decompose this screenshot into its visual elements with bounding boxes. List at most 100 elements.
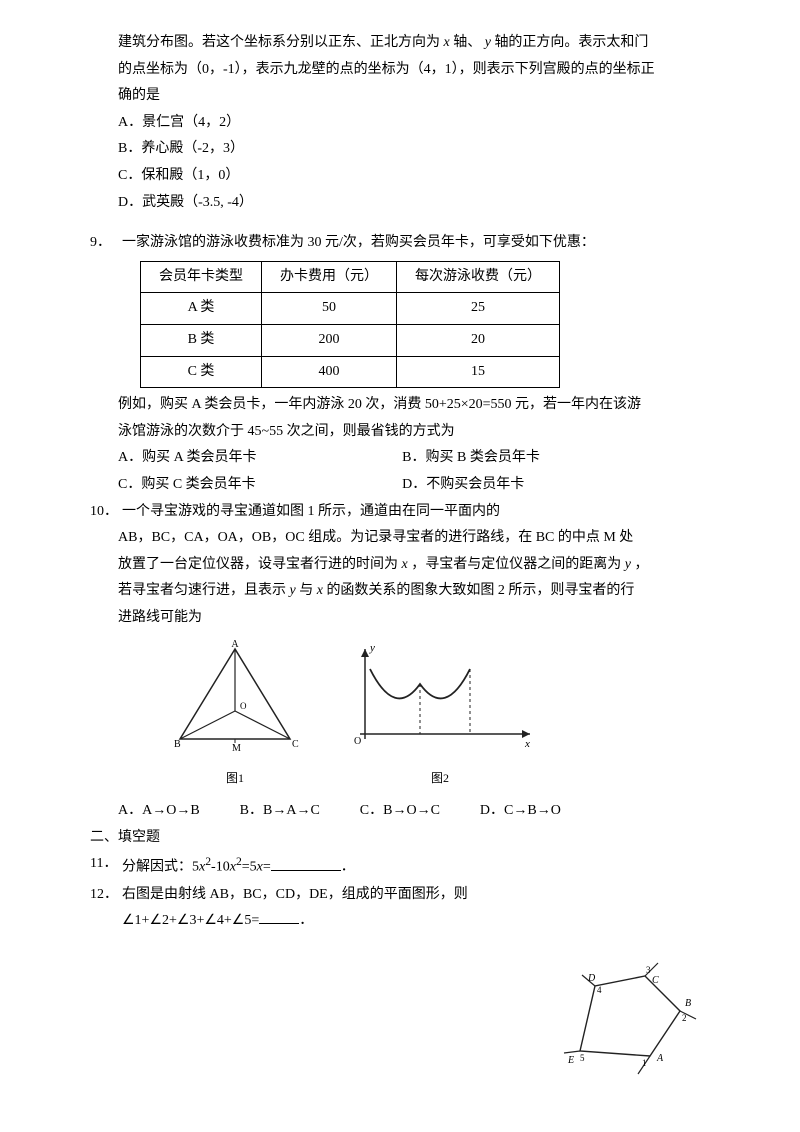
q12: 12． 右图是由射线 AB，BC，CD，DE，组成的平面图形，则 ∠1+∠2+∠… <box>90 882 710 935</box>
section-2-heading: 二、填空题 <box>90 825 710 852</box>
lbl-1: 1 <box>642 1058 647 1068</box>
cell: 50 <box>262 293 397 325</box>
dot: ． <box>299 913 313 928</box>
t: ，寻宝者与定位仪器之间的距离为 <box>411 557 621 572</box>
t: = <box>263 860 271 875</box>
t: 若寻宝者匀速行进，且表示 <box>118 583 286 598</box>
q11-body: 分解因式：5x2-10x2=5x=． <box>122 851 710 881</box>
lbl-3: 3 <box>646 965 651 975</box>
q12-l1: 右图是由射线 AB，BC，CD，DE，组成的平面图形，则 <box>122 882 710 909</box>
table-row: C 类 400 15 <box>141 356 560 388</box>
lbl-y: y <box>369 642 375 654</box>
figure-2: y x O 图2 <box>340 639 540 790</box>
q9-opts-row2: C．购买 C 类会员年卡 D．不购买会员年卡 <box>90 472 710 499</box>
t: 分解因式：5 <box>122 860 199 875</box>
var-x: x <box>402 557 408 572</box>
lbl-C: C <box>292 739 299 750</box>
q8-x: x <box>444 35 450 50</box>
q10-options: A．A→O→B B．B→A→C C．B→O→C D．C→B→O <box>90 798 710 825</box>
q12-l2: ∠1+∠2+∠3+∠4+∠5= ． <box>122 908 710 935</box>
triangle-diagram: A B C O M <box>160 639 310 759</box>
t: 的函数关系的图象大致如图 2 所示，则寻宝者的行 <box>326 583 634 598</box>
q9-num: 9． <box>90 230 122 257</box>
cell: C 类 <box>141 356 262 388</box>
graph-diagram: y x O <box>340 639 540 759</box>
q8-t2: 轴、 <box>453 35 481 50</box>
pentagon-diagram: A B C D E 1 2 3 4 5 <box>560 961 700 1081</box>
cell: 20 <box>397 324 560 356</box>
q8-t3: 轴的正方向。表示太和门 <box>494 35 648 50</box>
q9-note2: 泳馆游泳的次数介于 45~55 次之间，则最省钱的方式为 <box>90 419 710 446</box>
q10-l4: 若寻宝者匀速行进，且表示 y 与 x 的函数关系的图象大致如图 2 所示，则寻宝… <box>90 578 710 605</box>
lbl-B: B <box>685 998 691 1009</box>
lbl-2: 2 <box>682 1013 687 1023</box>
blank-input[interactable] <box>259 910 299 924</box>
q12-figure: A B C D E 1 2 3 4 5 <box>560 961 700 1092</box>
lbl-4: 4 <box>597 985 602 995</box>
q8-t1: 建筑分布图。若这个坐标系分别以正东、正北方向为 <box>118 35 440 50</box>
cell: 200 <box>262 324 397 356</box>
q10-figures: A B C O M 图1 y x O 图2 <box>90 639 710 790</box>
cell: 400 <box>262 356 397 388</box>
var-y: y <box>625 557 631 572</box>
q10-body: 一个寻宝游戏的寻宝通道如图 1 所示，通道由在同一平面内的 <box>122 499 710 526</box>
cell: 25 <box>397 293 560 325</box>
lbl-O: O <box>240 701 247 711</box>
dot: ． <box>341 860 355 875</box>
fig2-label: 图2 <box>340 767 540 790</box>
lbl-x: x <box>524 738 530 750</box>
lbl-A: A <box>231 639 239 650</box>
q11-num: 11． <box>90 851 122 881</box>
q8-y: y <box>485 35 491 50</box>
t: =5 <box>242 860 257 875</box>
figure-1: A B C O M 图1 <box>160 639 310 790</box>
q9-optC: C．购买 C 类会员年卡 <box>118 472 402 499</box>
q9-opts-row1: A．购买 A 类会员年卡 B．购买 B 类会员年卡 <box>90 445 710 472</box>
q8-line3: 确的是 <box>90 83 710 110</box>
t: 与 <box>299 583 313 598</box>
var-x: x <box>317 583 323 598</box>
t: ， <box>634 557 648 572</box>
var-y: y <box>290 583 296 598</box>
lbl-C: C <box>652 975 659 986</box>
th-fee: 办卡费用（元） <box>262 261 397 293</box>
th-swim: 每次游泳收费（元） <box>397 261 560 293</box>
q8-optC: C．保和殿（1，0） <box>90 163 710 190</box>
table-row: B 类 200 20 <box>141 324 560 356</box>
fig1-label: 图1 <box>160 767 310 790</box>
spacer <box>90 216 710 230</box>
q9-stem: 一家游泳馆的游泳收费标准为 30 元/次，若购买会员年卡，可享受如下优惠： <box>122 230 710 257</box>
q8-optD: D．武英殿（-3.5, -4） <box>90 190 710 217</box>
q8-optA: A．景仁宫（4，2） <box>90 110 710 137</box>
q10-stem: 一个寻宝游戏的寻宝通道如图 1 所示，通道由在同一平面内的 <box>122 499 710 526</box>
q10-optB: B．B→A→C <box>240 798 320 825</box>
q10: 10． 一个寻宝游戏的寻宝通道如图 1 所示，通道由在同一平面内的 <box>90 499 710 526</box>
q10-optD: D．C→B→O <box>480 798 561 825</box>
q9: 9． 一家游泳馆的游泳收费标准为 30 元/次，若购买会员年卡，可享受如下优惠： <box>90 230 710 257</box>
lbl-E: E <box>567 1055 574 1066</box>
lbl-5: 5 <box>580 1053 585 1063</box>
q12-num: 12． <box>90 882 122 935</box>
t: -10 <box>211 860 230 875</box>
lbl-O: O <box>354 736 361 747</box>
q9-table: 会员年卡类型 办卡费用（元） 每次游泳收费（元） A 类 50 25 B 类 2… <box>140 261 560 388</box>
q9-note1: 例如，购买 A 类会员卡，一年内游泳 20 次，消费 50+25×20=550 … <box>90 392 710 419</box>
t: ∠1+∠2+∠3+∠4+∠5= <box>122 913 259 928</box>
q8-line1: 建筑分布图。若这个坐标系分别以正东、正北方向为 x 轴、 y 轴的正方向。表示太… <box>90 30 710 57</box>
q10-optA: A．A→O→B <box>118 798 200 825</box>
q10-num: 10． <box>90 499 122 526</box>
q10-l5: 进路线可能为 <box>90 605 710 632</box>
cell: 15 <box>397 356 560 388</box>
lbl-A: A <box>656 1053 664 1064</box>
lbl-D: D <box>587 973 596 984</box>
q10-l3: 放置了一台定位仪器，设寻宝者行进的时间为 x ，寻宝者与定位仪器之间的距离为 y… <box>90 552 710 579</box>
th-type: 会员年卡类型 <box>141 261 262 293</box>
q9-optA: A．购买 A 类会员年卡 <box>118 445 402 472</box>
cell: A 类 <box>141 293 262 325</box>
blank-input[interactable] <box>271 857 341 871</box>
table-row: A 类 50 25 <box>141 293 560 325</box>
t: 放置了一台定位仪器，设寻宝者行进的时间为 <box>118 557 398 572</box>
q8-optB: B．养心殿（-2，3） <box>90 136 710 163</box>
q9-optB: B．购买 B 类会员年卡 <box>402 445 686 472</box>
cell: B 类 <box>141 324 262 356</box>
